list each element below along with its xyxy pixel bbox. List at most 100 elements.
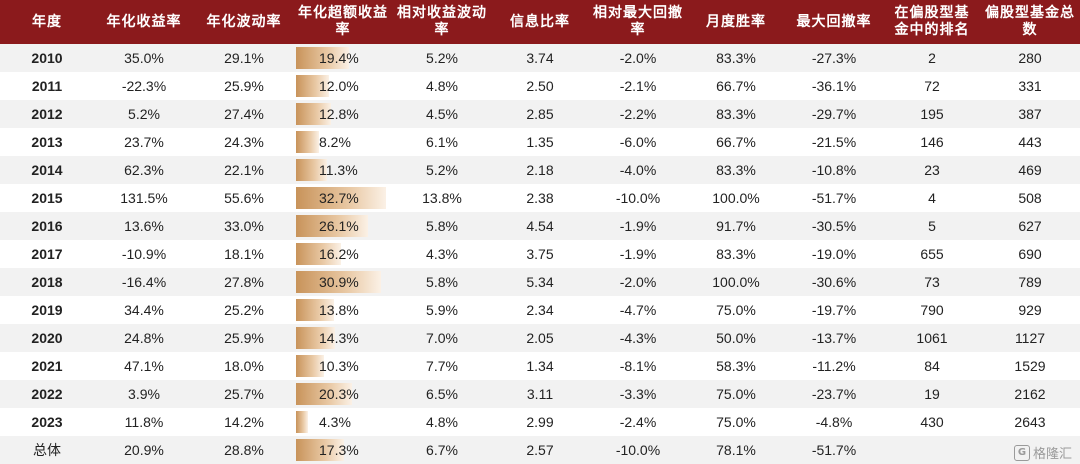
cell-fund-count: 387 [1018, 106, 1042, 122]
cell-monthly-win-rate: 83.3% [716, 106, 756, 122]
header-annual-volatility: 年化波动率 [206, 13, 282, 30]
cell-relative-volatility: 6.7% [426, 442, 458, 458]
cell-max-drawdown: -27.3% [811, 50, 857, 66]
excess-return-bar [296, 159, 327, 181]
cell-rank: 19 [924, 386, 940, 402]
cell-relative-max-drawdown: -4.0% [619, 162, 657, 178]
cell-annual-excess-return: 13.8% [294, 296, 392, 324]
excess-return-label: 10.3% [319, 358, 359, 374]
cell-max-drawdown: -19.7% [811, 302, 857, 318]
excess-return-bar [296, 103, 331, 125]
table-row: 2011 -22.3% 25.9% 12.0% 4.8% 2.50 -2.1% 66.7% -3… [0, 72, 1080, 100]
cell-max-drawdown: -4.8% [815, 414, 853, 430]
cell-rank: 73 [924, 274, 940, 290]
cell-annual-excess-return: 10.3% [294, 352, 392, 380]
cell-relative-volatility: 4.3% [426, 246, 458, 262]
cell-fund-count: 627 [1018, 218, 1042, 234]
cell-annual-volatility: 27.8% [224, 274, 264, 290]
excess-return-label: 14.3% [319, 330, 359, 346]
table-row: 2016 13.6% 33.0% 26.1% 5.8% 4.54 -1.9% 91.7% -30… [0, 212, 1080, 240]
watermark-text: 格隆汇 [1032, 447, 1072, 462]
excess-return-label: 11.3% [319, 162, 358, 178]
cell-fund-count: 1127 [1014, 330, 1046, 346]
excess-return-bar [296, 299, 334, 321]
cell-relative-volatility: 5.2% [426, 50, 458, 66]
cell-fund-count: 280 [1018, 50, 1042, 66]
cell-relative-max-drawdown: -4.7% [619, 302, 657, 318]
cell-fund-count: 789 [1018, 274, 1042, 290]
excess-return-bar [296, 411, 308, 433]
cell-year: 2020 [31, 330, 63, 346]
cell-annual-excess-return: 20.3% [294, 380, 392, 408]
cell-annual-volatility: 25.7% [224, 386, 264, 402]
cell-annual-return: -16.4% [121, 274, 167, 290]
cell-information-ratio: 1.35 [526, 134, 554, 150]
cell-year: 2015 [31, 190, 63, 206]
cell-information-ratio: 3.74 [526, 50, 554, 66]
cell-max-drawdown: -21.5% [811, 134, 857, 150]
cell-relative-volatility: 6.1% [426, 134, 458, 150]
cell-rank: 4 [928, 190, 936, 206]
cell-annual-excess-return: 14.3% [294, 324, 392, 352]
cell-monthly-win-rate: 66.7% [716, 134, 756, 150]
cell-rank: 146 [920, 134, 944, 150]
cell-annual-return: 62.3% [124, 162, 164, 178]
cell-relative-max-drawdown: -3.3% [619, 386, 657, 402]
cell-annual-excess-return: 8.2% [294, 128, 392, 156]
cell-annual-return: 5.2% [128, 106, 160, 122]
cell-relative-max-drawdown: -2.1% [619, 78, 657, 94]
cell-annual-excess-return: 12.8% [294, 100, 392, 128]
excess-return-bar [296, 383, 352, 405]
excess-return-bar [296, 271, 381, 293]
cell-annual-excess-return: 4.3% [294, 408, 392, 436]
cell-annual-return: 131.5% [120, 190, 168, 206]
cell-monthly-win-rate: 91.7% [716, 218, 756, 234]
cell-monthly-win-rate: 75.0% [716, 386, 756, 402]
cell-information-ratio: 2.57 [526, 442, 554, 458]
cell-information-ratio: 4.54 [526, 218, 554, 234]
cell-annual-volatility: 27.4% [224, 106, 264, 122]
table-row: 2023 11.8% 14.2% 4.3% 4.8% 2.99 -2.4% 75.0% -4.8… [0, 408, 1080, 436]
cell-monthly-win-rate: 58.3% [716, 358, 756, 374]
excess-return-bar [296, 327, 335, 349]
cell-fund-count: 929 [1018, 302, 1042, 318]
cell-information-ratio: 5.34 [526, 274, 554, 290]
cell-fund-count: 331 [1018, 78, 1042, 94]
cell-information-ratio: 1.34 [526, 358, 554, 374]
cell-annual-return: -22.3% [121, 78, 167, 94]
cell-year: 2016 [31, 218, 63, 234]
header-year: 年度 [32, 13, 62, 30]
cell-annual-excess-return: 11.3% [294, 156, 392, 184]
cell-fund-count: 508 [1018, 190, 1042, 206]
header-rank: 在偏股型基金中的排名 [894, 5, 970, 38]
cell-monthly-win-rate: 75.0% [716, 302, 756, 318]
cell-year: 2023 [31, 414, 63, 430]
cell-max-drawdown: -30.6% [811, 274, 857, 290]
excess-return-label: 32.7% [319, 190, 359, 206]
cell-annual-volatility: 24.3% [224, 134, 264, 150]
cell-rank: 1061 [916, 330, 948, 346]
cell-annual-volatility: 14.2% [224, 414, 264, 430]
table-row: 2014 62.3% 22.1% 11.3% 5.2% 2.18 -4.0% 83.3% -10… [0, 156, 1080, 184]
cell-relative-volatility: 4.5% [426, 106, 458, 122]
cell-annual-return: 20.9% [124, 442, 164, 458]
table-row: 2017 -10.9% 18.1% 16.2% 4.3% 3.75 -1.9% 83.3% -1… [0, 240, 1080, 268]
cell-year: 2017 [31, 246, 63, 262]
cell-rank: 790 [920, 302, 944, 318]
cell-annual-excess-return: 19.4% [294, 44, 392, 72]
cell-year: 2012 [31, 106, 63, 122]
excess-return-label: 13.8% [319, 302, 359, 318]
cell-rank [884, 436, 980, 464]
cell-rank: 5 [928, 218, 936, 234]
cell-annual-excess-return: 16.2% [294, 240, 392, 268]
cell-year: 2013 [31, 134, 63, 150]
cell-annual-return: 47.1% [124, 358, 164, 374]
excess-return-bar [296, 243, 341, 265]
cell-relative-volatility: 7.7% [426, 358, 458, 374]
cell-relative-max-drawdown: -10.0% [615, 190, 661, 206]
cell-relative-max-drawdown: -6.0% [619, 134, 657, 150]
cell-information-ratio: 2.34 [526, 302, 554, 318]
cell-monthly-win-rate: 75.0% [716, 414, 756, 430]
table-row: 2020 24.8% 25.9% 14.3% 7.0% 2.05 -4.3% 50.0% -13… [0, 324, 1080, 352]
cell-annual-excess-return: 12.0% [294, 72, 392, 100]
